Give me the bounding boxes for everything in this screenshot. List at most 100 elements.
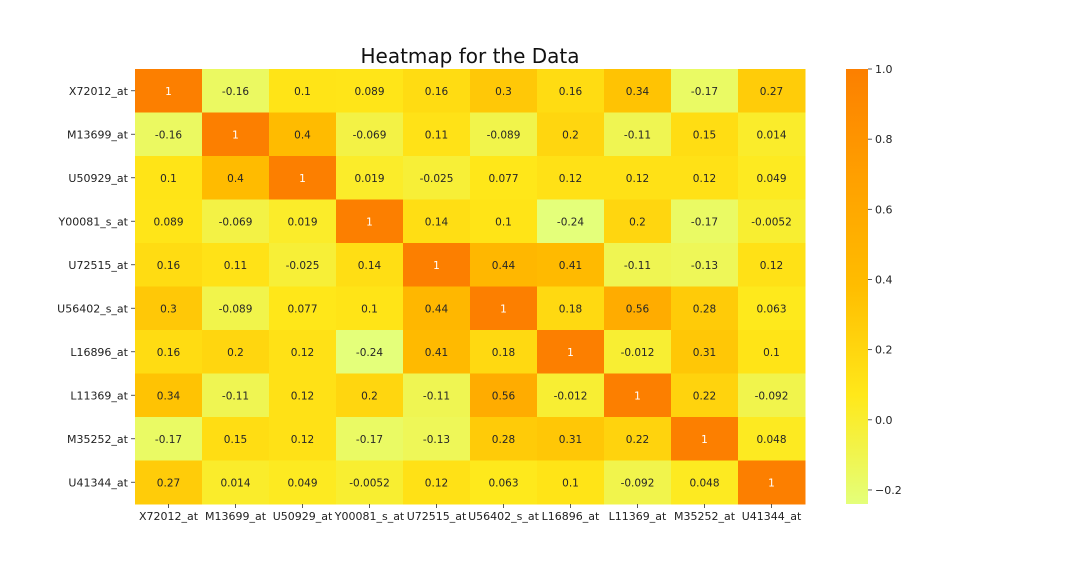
- heatmap-cell: [604, 69, 672, 113]
- cell-value-label: 0.12: [693, 173, 716, 185]
- cell-value-label: -0.11: [624, 260, 651, 272]
- cell-value-label: 0.16: [157, 260, 181, 272]
- cell-value-label: 1: [701, 434, 708, 446]
- heatmap-cell: [269, 199, 337, 244]
- heatmap-cell: [202, 112, 270, 157]
- cell-value-label: 0.27: [157, 477, 180, 489]
- cell-value-label: 0.11: [224, 260, 247, 272]
- cell-value-label: 0.049: [756, 173, 786, 185]
- cell-value-label: 0.12: [291, 390, 314, 402]
- cell-value-label: 0.56: [626, 303, 650, 315]
- y-tick-label: U72515_at: [68, 259, 128, 272]
- heatmap-cell: [537, 243, 605, 287]
- heatmap-cell: [671, 373, 739, 418]
- heatmap-cell: [738, 373, 806, 418]
- heatmap-cell: [671, 330, 739, 374]
- heatmap-cell: [604, 460, 672, 505]
- heatmap-cell: [202, 330, 270, 374]
- cell-value-label: 0.12: [291, 434, 314, 446]
- heatmap-cell: [604, 373, 672, 418]
- heatmap-cell: [671, 417, 739, 461]
- cell-value-label: -0.11: [624, 129, 651, 141]
- heatmap-cell: [135, 199, 203, 244]
- heatmap-cell: [269, 373, 337, 418]
- heatmap-cell: [604, 330, 672, 374]
- cell-value-label: -0.24: [557, 216, 584, 228]
- cell-value-label: 0.2: [227, 347, 244, 359]
- heatmap-cell: [269, 243, 337, 287]
- heatmap-cell: [336, 373, 404, 418]
- cell-value-label: 0.34: [157, 390, 181, 402]
- y-tick-label: L11369_at: [70, 389, 128, 402]
- cell-value-label: 0.14: [358, 260, 382, 272]
- cell-value-label: 0.15: [693, 129, 716, 141]
- cell-value-label: -0.0052: [751, 216, 792, 228]
- heatmap-cell: [403, 243, 471, 287]
- colorbar-tick-label: 0.0: [875, 414, 893, 427]
- heatmap-cell: [738, 460, 806, 505]
- heatmap-cell: [202, 69, 270, 113]
- cell-value-label: -0.069: [353, 129, 387, 141]
- cell-value-label: 1: [299, 173, 306, 185]
- cell-value-label: 0.2: [562, 129, 579, 141]
- x-tick-label: M13699_at: [205, 510, 267, 523]
- cell-value-label: 0.22: [693, 390, 716, 402]
- heatmap-cell: [269, 460, 337, 505]
- cell-value-label: 0.014: [756, 129, 786, 141]
- heatmap-cell: [135, 156, 203, 200]
- cell-value-label: 0.1: [562, 477, 579, 489]
- cell-value-label: 0.3: [495, 86, 512, 98]
- heatmap-cell: [604, 417, 672, 461]
- cell-value-label: 0.1: [361, 303, 378, 315]
- heatmap-cell: [537, 286, 605, 331]
- heatmap-cell: [135, 460, 203, 505]
- x-tick-label: L16896_at: [542, 510, 600, 523]
- heatmap-cell: [470, 69, 538, 113]
- chart-title: Heatmap for the Data: [360, 44, 579, 68]
- heatmap-cell: [269, 286, 337, 331]
- cell-value-label: 0.1: [294, 86, 311, 98]
- cell-value-label: -0.012: [554, 390, 588, 402]
- cell-value-label: 0.089: [153, 216, 183, 228]
- heatmap-cell: [470, 199, 538, 244]
- colorbar-tick-label: 0.8: [875, 133, 893, 146]
- cell-value-label: 0.12: [626, 173, 649, 185]
- cell-value-label: 0.2: [629, 216, 646, 228]
- heatmap-cell: [671, 199, 739, 244]
- heatmap-cell: [738, 112, 806, 157]
- heatmap-cell: [470, 417, 538, 461]
- y-tick-label: M35252_at: [67, 433, 129, 446]
- cell-value-label: -0.069: [219, 216, 253, 228]
- heatmap-cell: [403, 417, 471, 461]
- cell-value-label: -0.11: [423, 390, 450, 402]
- cell-value-label: 1: [567, 347, 574, 359]
- heatmap-cell: [135, 330, 203, 374]
- x-tick-label: Y00081_s_at: [334, 510, 405, 523]
- cell-value-label: 0.1: [495, 216, 512, 228]
- heatmap-cell: [738, 330, 806, 374]
- heatmap-cell: [671, 69, 739, 113]
- y-tick-label: Y00081_s_at: [58, 215, 129, 228]
- cell-value-label: -0.012: [621, 347, 655, 359]
- cell-value-label: 0.089: [354, 86, 384, 98]
- heatmap-cell: [537, 69, 605, 113]
- cell-value-label: -0.17: [155, 434, 182, 446]
- y-tick-label: U50929_at: [68, 172, 128, 185]
- heatmap-grid: 1 -0.16 0.1 0.089 0.16 0.3 0.16 0.34 -0.17 0.27 -0…: [135, 69, 806, 505]
- y-tick-label: U41344_at: [68, 476, 128, 489]
- heatmap-cell: [202, 373, 270, 418]
- cell-value-label: 0.31: [693, 347, 716, 359]
- cell-value-label: 1: [366, 216, 373, 228]
- cell-value-label: -0.16: [155, 129, 182, 141]
- heatmap-cell: [135, 69, 203, 113]
- cell-value-label: 1: [165, 86, 172, 98]
- heatmap-cell: [269, 417, 337, 461]
- heatmap-cell: [738, 417, 806, 461]
- heatmap-cell: [671, 112, 739, 157]
- heatmap-cell: [537, 373, 605, 418]
- x-tick-label: U56402_s_at: [468, 510, 540, 523]
- cell-value-label: -0.089: [487, 129, 521, 141]
- cell-value-label: -0.13: [691, 260, 718, 272]
- heatmap-cell: [202, 199, 270, 244]
